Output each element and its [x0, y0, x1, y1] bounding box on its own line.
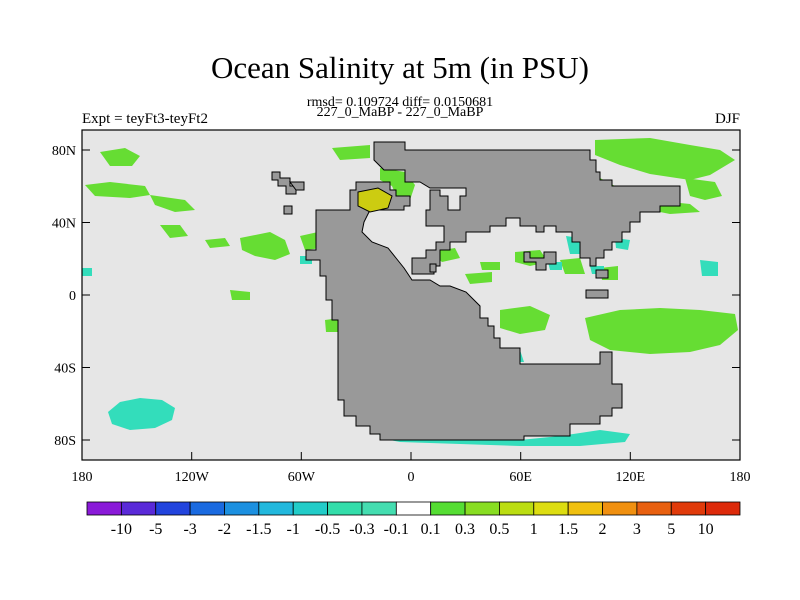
- colorbar-label: 10: [698, 521, 714, 538]
- colorbar-label: -5: [149, 521, 162, 538]
- experiment-label: Expt = teyFt3-teyFt2: [82, 111, 208, 127]
- season-label: DJF: [714, 111, 740, 127]
- colorbar-swatch: [499, 501, 535, 516]
- x-tick-label: 0: [408, 470, 415, 485]
- axis-ticks: [81, 149, 741, 460]
- y-tick-label: 0: [69, 289, 76, 304]
- x-tick-label: 120W: [175, 470, 210, 485]
- colorbar-swatch: [567, 501, 603, 516]
- colorbar-label: -10: [111, 521, 132, 538]
- x-tick-label: 60E: [509, 470, 532, 485]
- colorbar-swatch: [705, 501, 741, 516]
- colorbar-swatch: [224, 501, 260, 516]
- x-tick-label: 120E: [616, 470, 646, 485]
- x-tick-label: 180: [730, 470, 751, 485]
- colorbar-label: 1.5: [558, 521, 578, 538]
- colorbar-swatch: [636, 501, 672, 516]
- colorbar-label: -0.5: [315, 521, 340, 538]
- y-tick-label: 80N: [52, 144, 76, 159]
- colorbar-label: -3: [183, 521, 196, 538]
- colorbar-label: 0.3: [455, 521, 475, 538]
- map-title: Ocean Salinity at 5m (in PSU): [211, 50, 589, 85]
- x-tick-label: 180: [72, 470, 93, 485]
- colorbar-label: -1: [287, 521, 300, 538]
- colorbar: -10 -5 -3 -2 -1.5 -1 -0.5 -0.3 -0.1 0.1 0.3 0.5 1 1.5…: [86, 501, 741, 538]
- period-label: 227_0_MaBP - 227_0_MaBP: [316, 105, 484, 120]
- y-tick-label: 40N: [52, 217, 76, 232]
- colorbar-swatch: [86, 501, 122, 516]
- colorbar-label: -2: [218, 521, 231, 538]
- colorbar-swatch: [464, 501, 500, 516]
- colorbar-swatch: [533, 501, 569, 516]
- colorbar-label: -0.3: [349, 521, 374, 538]
- strong-positive-patch: [357, 187, 393, 213]
- land-mass: [271, 141, 681, 441]
- y-tick-label: 80S: [54, 434, 76, 449]
- colorbar-label: 1: [530, 521, 538, 538]
- colorbar-swatch: [292, 501, 328, 516]
- map-panel: [81, 129, 741, 461]
- colorbar-swatch: [430, 501, 466, 516]
- map-subtitle: rmsd= 0.109724 diff= 0.0150681: [306, 95, 494, 110]
- colorbar-label: 0.1: [421, 521, 441, 538]
- colorbar-label: 3: [633, 521, 641, 538]
- colorbar-swatch: [670, 501, 707, 516]
- colorbar-swatch: [602, 501, 638, 516]
- colorbar-swatch: [155, 501, 191, 516]
- colorbar-label: -1.5: [246, 521, 271, 538]
- y-tick-label: 40S: [54, 362, 76, 377]
- colorbar-swatch: [395, 501, 432, 516]
- colorbar-swatch: [327, 501, 363, 516]
- colorbar-label: 5: [667, 521, 675, 538]
- colorbar-label: 0.5: [489, 521, 509, 538]
- colorbar-swatch: [189, 501, 225, 516]
- x-tick-label: 60W: [288, 470, 316, 485]
- colorbar-swatch: [361, 501, 397, 516]
- colorbar-swatch: [120, 501, 157, 516]
- colorbar-label: -0.1: [384, 521, 409, 538]
- colorbar-swatch: [258, 501, 294, 516]
- colorbar-label: 2: [599, 521, 607, 538]
